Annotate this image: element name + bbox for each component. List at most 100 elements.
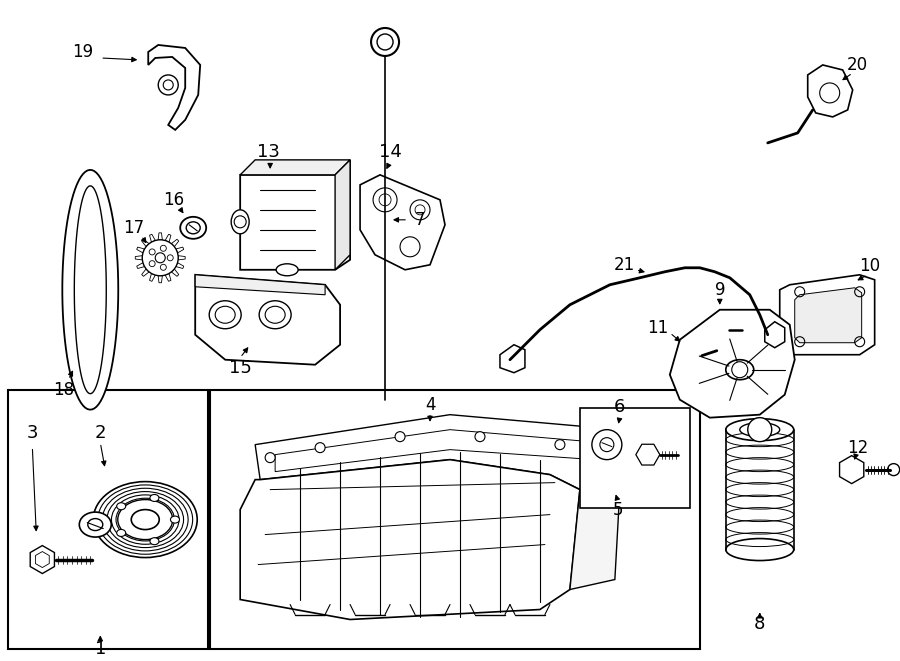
Circle shape — [149, 249, 155, 255]
Ellipse shape — [231, 210, 249, 234]
Polygon shape — [765, 322, 785, 348]
Ellipse shape — [215, 306, 235, 323]
Circle shape — [160, 245, 166, 251]
Text: 3: 3 — [27, 424, 38, 442]
Polygon shape — [256, 414, 620, 490]
Text: 15: 15 — [229, 359, 252, 377]
Circle shape — [315, 443, 325, 453]
Polygon shape — [165, 234, 171, 242]
Polygon shape — [149, 234, 156, 242]
Ellipse shape — [180, 217, 206, 239]
Circle shape — [371, 28, 399, 56]
Circle shape — [158, 75, 178, 95]
Ellipse shape — [725, 539, 794, 561]
Circle shape — [167, 254, 173, 261]
Polygon shape — [360, 175, 445, 270]
Polygon shape — [165, 274, 171, 282]
Polygon shape — [171, 269, 179, 276]
Circle shape — [600, 438, 614, 451]
Circle shape — [475, 432, 485, 442]
Circle shape — [395, 432, 405, 442]
Polygon shape — [135, 256, 142, 260]
Text: 11: 11 — [647, 319, 669, 336]
Polygon shape — [636, 444, 660, 465]
Ellipse shape — [186, 222, 200, 234]
Text: 6: 6 — [614, 398, 626, 416]
Text: 16: 16 — [163, 191, 184, 209]
Bar — [580, 408, 689, 508]
Circle shape — [595, 453, 605, 463]
Polygon shape — [137, 247, 145, 253]
Polygon shape — [148, 45, 200, 130]
Polygon shape — [807, 65, 852, 117]
Circle shape — [820, 83, 840, 103]
Ellipse shape — [79, 512, 112, 537]
Ellipse shape — [740, 422, 779, 437]
Ellipse shape — [725, 360, 754, 379]
Circle shape — [142, 240, 178, 276]
Text: 7: 7 — [415, 211, 426, 229]
Polygon shape — [141, 269, 149, 276]
Text: 13: 13 — [256, 143, 280, 161]
Polygon shape — [149, 274, 156, 282]
Polygon shape — [570, 490, 620, 590]
Ellipse shape — [276, 264, 298, 276]
Polygon shape — [141, 239, 149, 247]
Text: 21: 21 — [614, 256, 635, 274]
Circle shape — [377, 34, 393, 50]
Text: 2: 2 — [94, 424, 106, 442]
Text: 9: 9 — [715, 281, 725, 299]
Circle shape — [410, 200, 430, 220]
Circle shape — [160, 264, 166, 270]
Polygon shape — [178, 256, 185, 260]
Text: 10: 10 — [860, 256, 880, 275]
Circle shape — [415, 205, 425, 215]
Polygon shape — [795, 288, 861, 342]
Polygon shape — [137, 262, 145, 268]
Circle shape — [163, 80, 173, 90]
Bar — [8, 390, 208, 650]
Circle shape — [234, 216, 247, 228]
Text: 5: 5 — [613, 500, 623, 519]
Circle shape — [374, 188, 397, 212]
Polygon shape — [779, 275, 875, 355]
Text: 8: 8 — [754, 615, 765, 633]
Polygon shape — [240, 160, 350, 175]
Circle shape — [887, 463, 900, 476]
Polygon shape — [171, 239, 179, 247]
Polygon shape — [670, 310, 795, 418]
Polygon shape — [712, 321, 727, 338]
Circle shape — [379, 194, 391, 206]
Polygon shape — [195, 275, 325, 295]
Text: 14: 14 — [379, 143, 401, 161]
Circle shape — [748, 418, 771, 442]
Ellipse shape — [131, 510, 159, 529]
Text: 12: 12 — [847, 439, 868, 457]
Ellipse shape — [117, 503, 126, 510]
Polygon shape — [176, 247, 184, 253]
Polygon shape — [31, 545, 54, 574]
Circle shape — [592, 430, 622, 459]
Text: 19: 19 — [72, 43, 93, 61]
Circle shape — [266, 453, 275, 463]
Text: 17: 17 — [122, 219, 144, 237]
Text: 20: 20 — [847, 56, 868, 74]
Ellipse shape — [209, 301, 241, 329]
Ellipse shape — [150, 537, 159, 545]
Polygon shape — [75, 186, 106, 394]
Circle shape — [149, 260, 155, 266]
Polygon shape — [195, 275, 340, 365]
Text: 1: 1 — [94, 641, 106, 658]
Polygon shape — [35, 551, 50, 568]
Bar — [211, 390, 700, 650]
Polygon shape — [240, 459, 580, 619]
Text: 4: 4 — [425, 396, 436, 414]
Polygon shape — [275, 430, 595, 471]
Ellipse shape — [170, 516, 179, 523]
Ellipse shape — [88, 519, 103, 531]
Polygon shape — [176, 262, 184, 268]
Polygon shape — [682, 347, 702, 364]
Polygon shape — [335, 160, 350, 270]
Polygon shape — [240, 160, 350, 270]
Circle shape — [155, 253, 166, 263]
